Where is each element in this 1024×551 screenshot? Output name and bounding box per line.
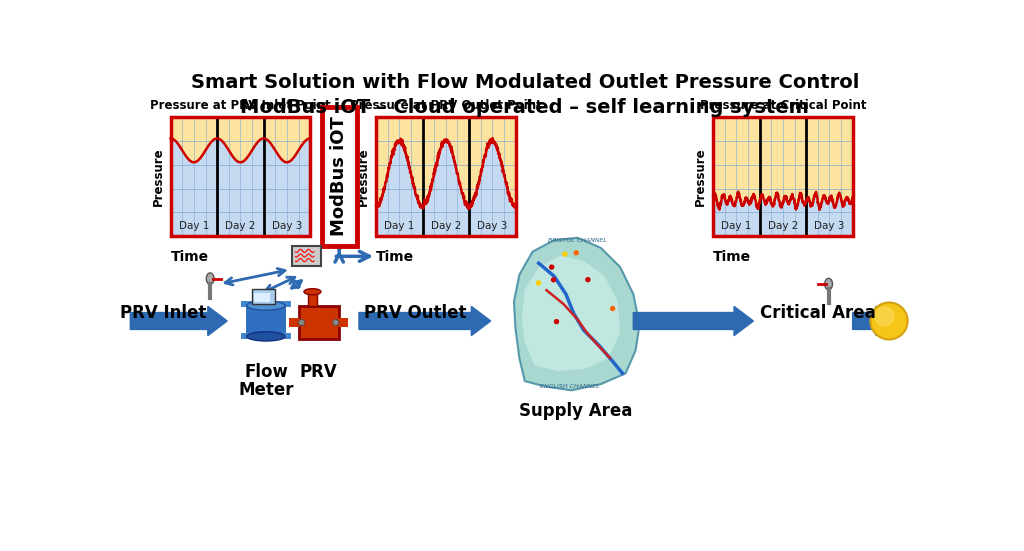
Ellipse shape [247,332,285,341]
Text: Day 1: Day 1 [178,220,209,230]
Circle shape [870,302,907,339]
Circle shape [536,280,542,285]
Text: ENGLISH CHANNEL: ENGLISH CHANNEL [540,384,600,389]
Circle shape [610,306,615,311]
Text: Critical Area: Critical Area [760,304,876,322]
Bar [713,117,853,236]
Text: Pressure: Pressure [357,147,370,206]
Bar [713,117,853,236]
Bar [252,289,275,304]
Text: Time: Time [171,250,209,264]
Circle shape [299,320,305,326]
Bar [241,333,291,339]
Text: Supply Area: Supply Area [519,402,633,420]
Circle shape [333,320,339,326]
Circle shape [551,277,556,283]
FancyArrow shape [359,306,490,336]
Text: Day 1: Day 1 [721,220,752,230]
Text: Day 3: Day 3 [477,220,508,230]
Polygon shape [514,238,640,390]
Text: Smart Solution with Flow Modulated Outlet Pressure Control: Smart Solution with Flow Modulated Outle… [190,73,859,92]
Bar [292,246,321,266]
Bar [376,117,515,236]
Circle shape [549,264,554,270]
FancyArrow shape [853,306,895,336]
Text: Time: Time [713,250,752,264]
Ellipse shape [304,289,321,295]
Text: BRISTOL CHANNEL: BRISTOL CHANNEL [548,239,607,244]
Bar [308,291,317,306]
Ellipse shape [206,273,214,284]
Bar [376,117,515,236]
Polygon shape [521,256,621,371]
Text: ModBus iOT: ModBus iOT [330,116,348,236]
Text: ModBus iOT – Cloud operated – self learning system: ModBus iOT – Cloud operated – self learn… [241,98,809,117]
Text: PRV Inlet: PRV Inlet [120,304,206,322]
Text: Day 1: Day 1 [384,220,415,230]
Text: Pressure at PRV Outlet Point: Pressure at PRV Outlet Point [350,99,542,112]
Text: Time: Time [376,250,414,264]
Text: Meter: Meter [239,381,294,399]
FancyArrow shape [633,306,754,336]
Text: Day 2: Day 2 [768,220,798,230]
Text: Pressure at Critical Point: Pressure at Critical Point [699,99,866,112]
Bar [322,107,356,246]
Bar [171,117,310,236]
Circle shape [562,251,567,257]
Ellipse shape [247,301,285,310]
Text: Day 3: Day 3 [814,220,845,230]
Text: Day 2: Day 2 [225,220,256,230]
Text: Flow: Flow [244,363,288,381]
Circle shape [585,277,591,282]
Bar [254,293,270,302]
Bar [246,306,286,337]
Text: Day 3: Day 3 [271,220,302,230]
Circle shape [573,250,579,256]
Bar [171,117,310,236]
Text: PRV: PRV [300,363,338,381]
Text: Day 2: Day 2 [430,220,461,230]
Text: Pressure: Pressure [694,147,708,206]
Text: PRV Outlet: PRV Outlet [364,304,466,322]
Circle shape [874,306,895,327]
Bar [299,306,339,339]
FancyArrow shape [130,306,227,336]
Circle shape [554,319,559,325]
Text: Pressure: Pressure [152,147,165,206]
Text: Pressure at PRV Inlet Point: Pressure at PRV Inlet Point [151,99,331,112]
Bar [241,301,291,307]
Bar [337,318,348,327]
Bar [289,318,300,327]
Ellipse shape [824,278,833,290]
